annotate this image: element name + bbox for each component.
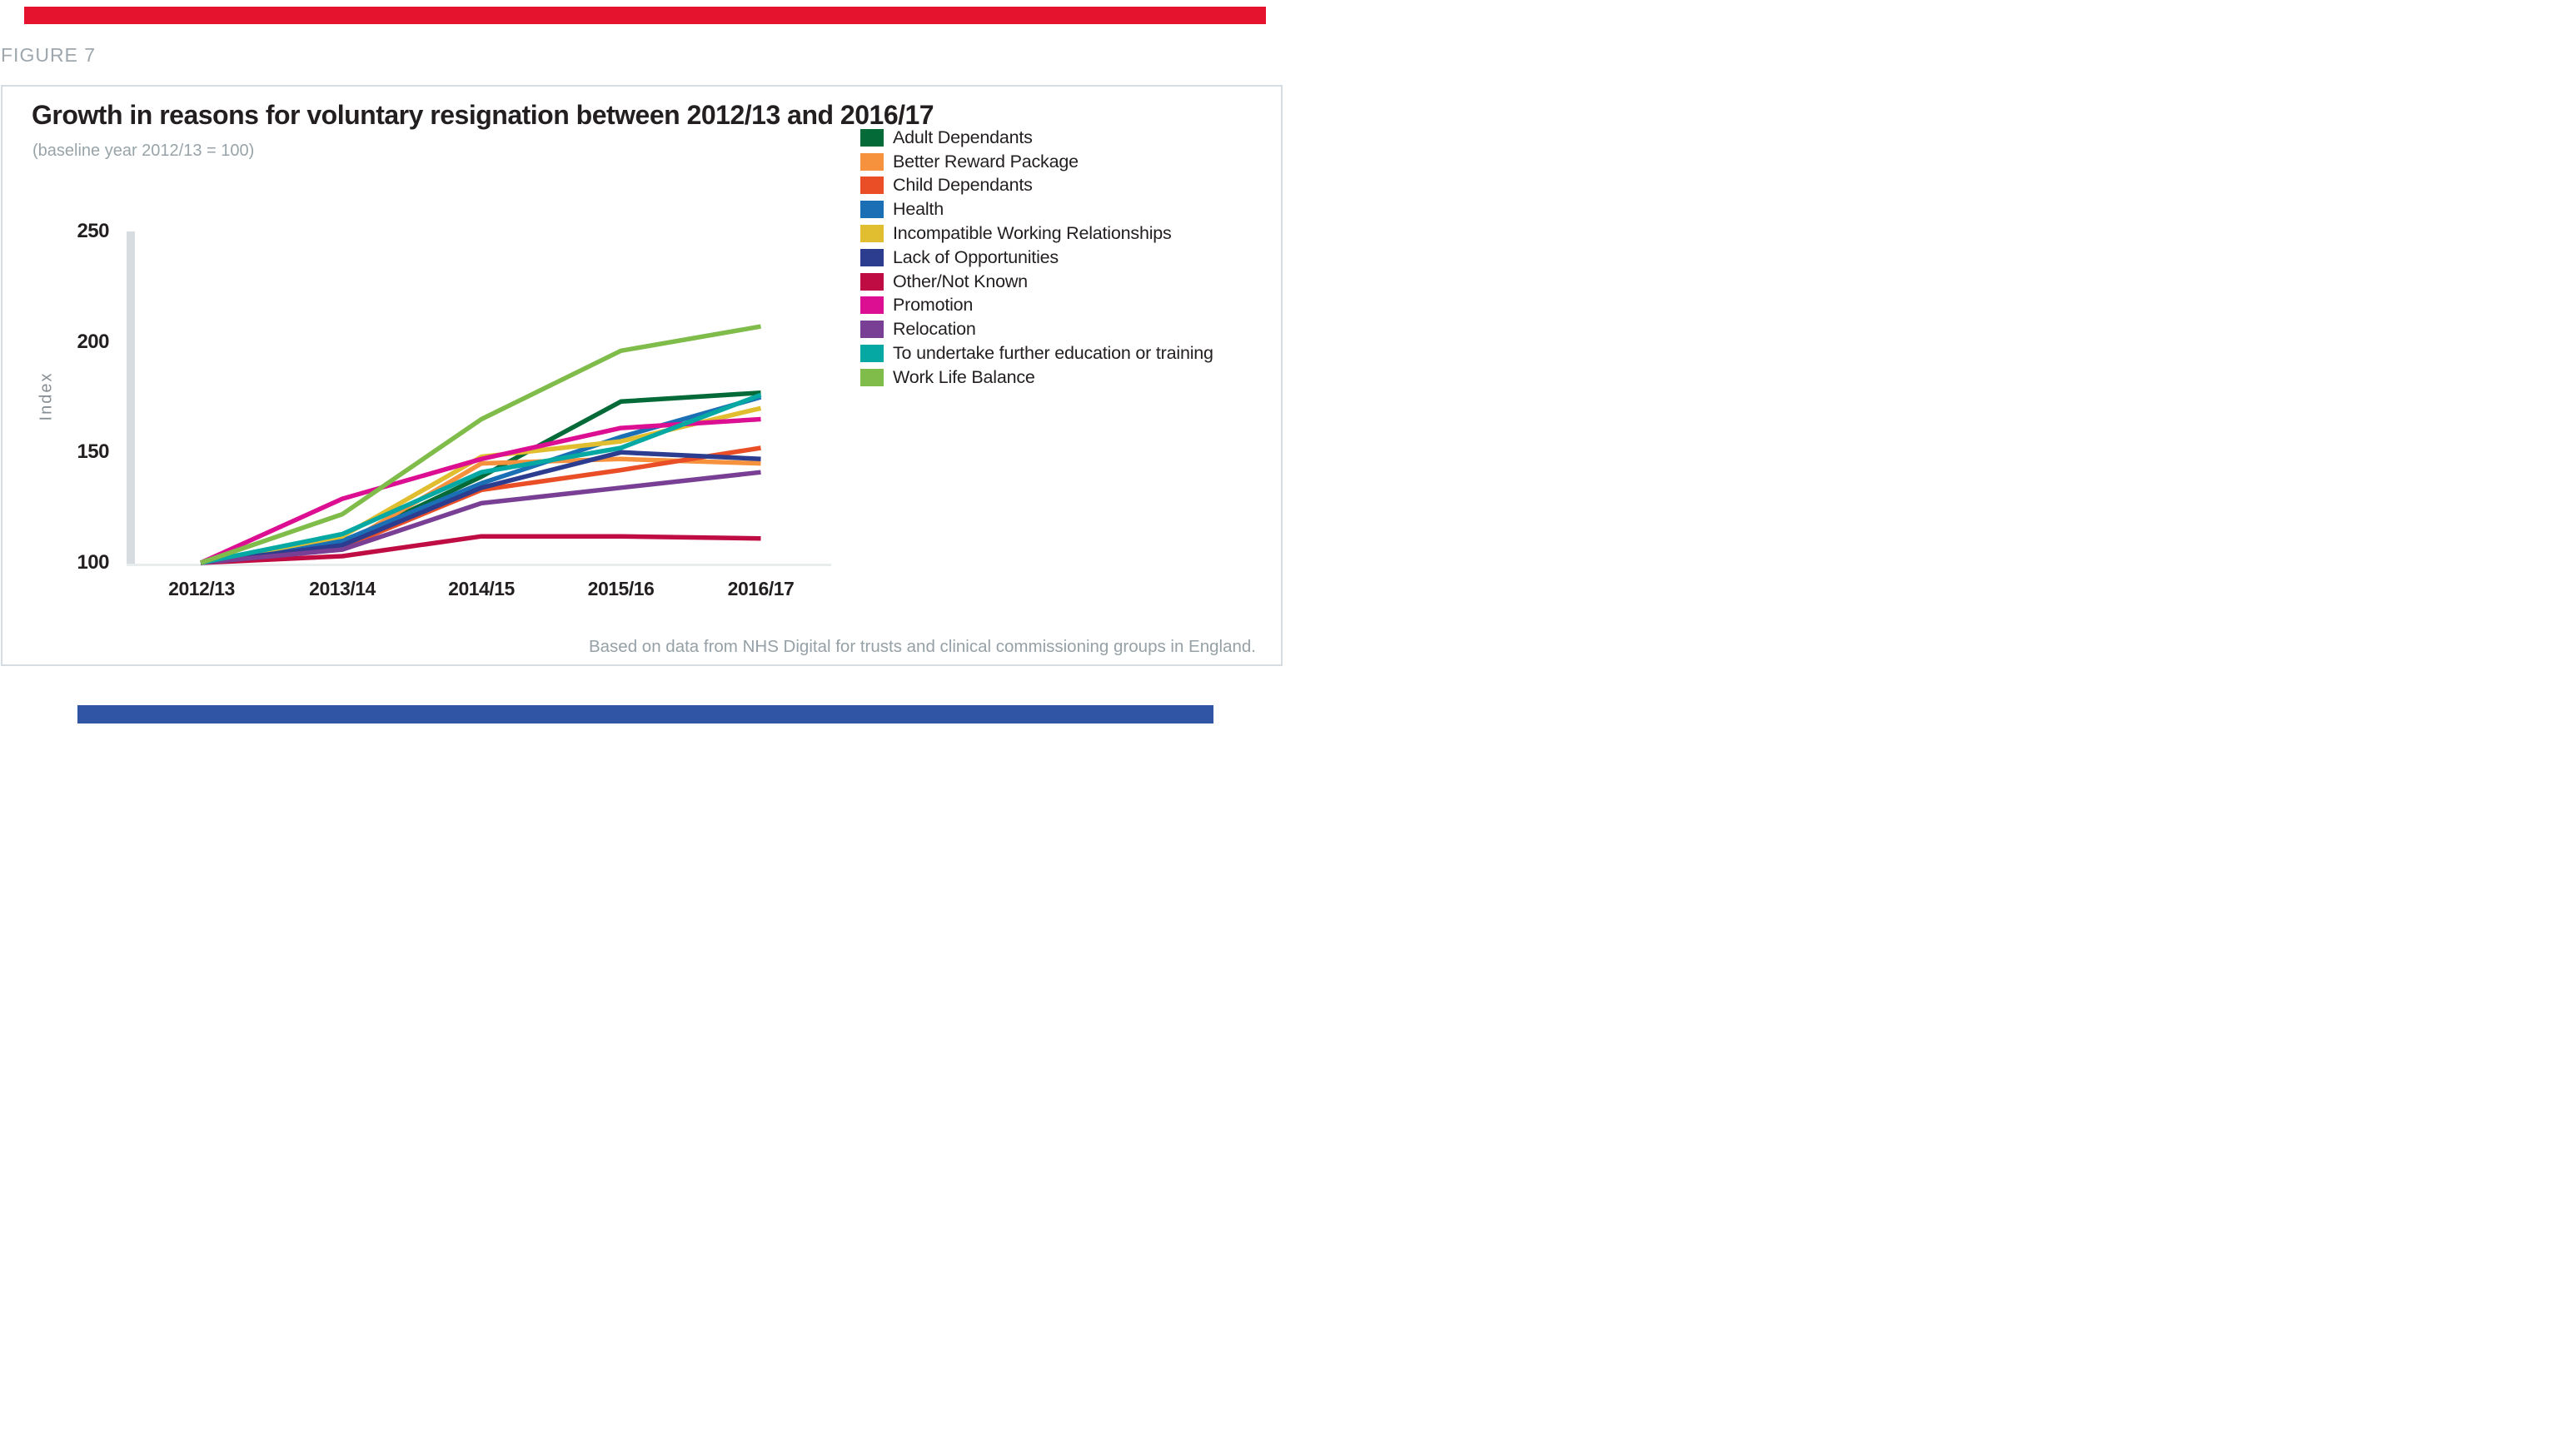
legend-item: Adult Dependants xyxy=(860,126,1213,150)
chart-title: Growth in reasons for voluntary resignat… xyxy=(32,100,934,130)
y-tick-label: 250 xyxy=(77,220,109,242)
legend-label: Relocation xyxy=(893,319,976,340)
chart-subtitle: (baseline year 2012/13 = 100) xyxy=(32,142,255,160)
legend-swatch-icon xyxy=(860,272,884,291)
legend-item: Promotion xyxy=(860,294,1213,318)
x-tick-label: 2016/17 xyxy=(727,578,795,599)
x-tick-label: 2013/14 xyxy=(309,578,376,599)
legend-label: Better Reward Package xyxy=(893,151,1079,172)
legend-swatch-icon xyxy=(860,248,884,266)
legend-label: Health xyxy=(893,199,944,220)
y-axis-ticks: 250 200 150 100 xyxy=(0,0,109,724)
legend-swatch-icon xyxy=(860,225,884,243)
x-tick-label: 2012/13 xyxy=(168,578,235,599)
legend-label: To undertake further education or traini… xyxy=(893,343,1213,364)
legend-item: Work Life Balance xyxy=(860,365,1213,390)
legend-item: Incompatible Working Relationships xyxy=(860,221,1213,246)
bottom-blue-bar xyxy=(77,705,1213,724)
legend-swatch-icon xyxy=(860,201,884,219)
legend-swatch-icon xyxy=(860,321,884,339)
legend-label: Promotion xyxy=(893,295,974,316)
x-axis-line xyxy=(127,564,831,566)
legend-label: Adult Dependants xyxy=(893,127,1033,147)
attribution-text: Based on data from NHS Digital for trust… xyxy=(588,637,1256,656)
legend-item: Health xyxy=(860,197,1213,221)
legend-item: Better Reward Package xyxy=(860,150,1213,174)
page: FIGURE 7 Growth in reasons for voluntary… xyxy=(0,0,1288,724)
figure-label: FIGURE 7 xyxy=(1,44,97,66)
legend-swatch-icon xyxy=(860,296,884,315)
y-tick-label: 200 xyxy=(77,330,109,353)
legend-swatch-icon xyxy=(860,368,884,386)
legend-item: Child Dependants xyxy=(860,174,1213,198)
y-tick-label: 150 xyxy=(77,440,109,464)
y-tick-label: 100 xyxy=(77,551,109,574)
legend-label: Incompatible Working Relationships xyxy=(893,223,1172,244)
legend-item: To undertake further education or traini… xyxy=(860,341,1213,365)
legend-label: Other/Not Known xyxy=(893,271,1028,291)
y-axis-line xyxy=(127,231,135,564)
chart-legend: Adult Dependants Better Reward Package Chi… xyxy=(860,126,1213,390)
legend-swatch-icon xyxy=(860,128,884,147)
legend-item: Relocation xyxy=(860,317,1213,341)
top-red-bar xyxy=(24,7,1266,24)
legend-label: Lack of Opportunities xyxy=(893,246,1059,267)
legend-item: Other/Not Known xyxy=(860,270,1213,294)
y-axis-title: Index xyxy=(37,371,56,421)
legend-swatch-icon xyxy=(860,345,884,363)
legend-swatch-icon xyxy=(860,177,884,195)
legend-label: Work Life Balance xyxy=(893,366,1035,387)
x-tick-label: 2015/16 xyxy=(587,578,655,599)
x-tick-label: 2014/15 xyxy=(448,578,515,599)
legend-item: Lack of Opportunities xyxy=(860,246,1213,270)
legend-label: Child Dependants xyxy=(893,175,1033,196)
legend-swatch-icon xyxy=(860,152,884,171)
